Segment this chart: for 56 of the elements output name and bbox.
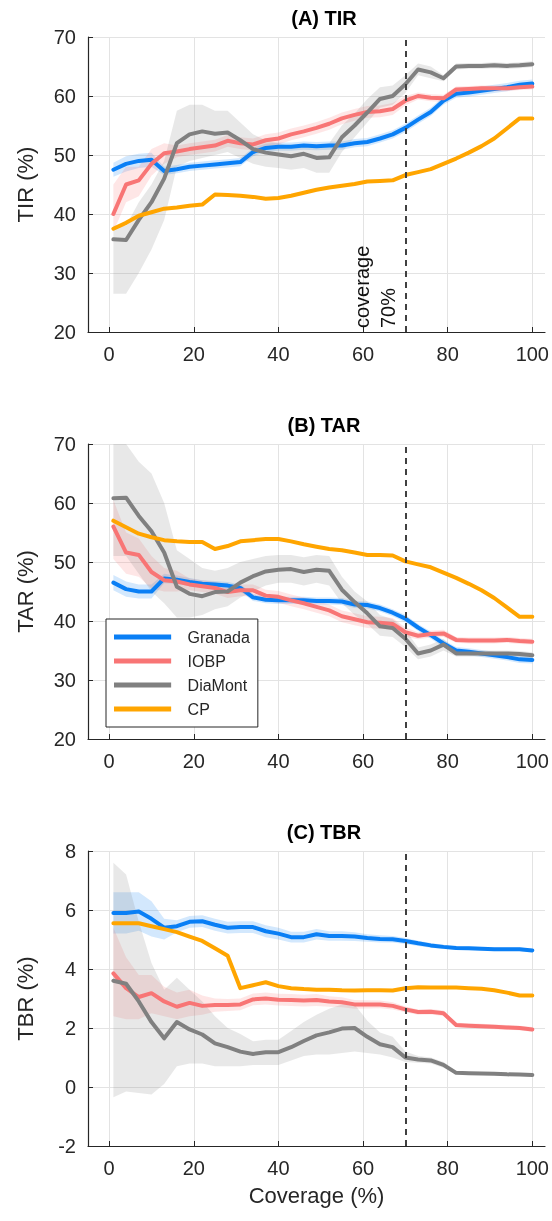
line-series bbox=[111, 971, 535, 1032]
y-tick-label: -2 bbox=[58, 1135, 76, 1157]
y-tick-label: 2 bbox=[64, 1017, 76, 1039]
x-tick-label: 20 bbox=[182, 1157, 205, 1179]
line-series bbox=[111, 909, 535, 953]
y-tick-label: 50 bbox=[53, 144, 76, 166]
x-tick-label: 40 bbox=[267, 1157, 290, 1179]
chart-title: (A) TIR bbox=[291, 7, 358, 29]
line-series bbox=[111, 62, 535, 242]
y-axis-title: TBR (%) bbox=[12, 956, 38, 1041]
x-tick-label: 80 bbox=[436, 1157, 459, 1179]
y-tick-label: 40 bbox=[53, 203, 76, 225]
line-series bbox=[111, 978, 535, 1077]
y-tick-label: 30 bbox=[53, 262, 76, 284]
legend-label: DiaMont bbox=[187, 676, 248, 694]
x-tick-label: 100 bbox=[515, 343, 549, 365]
x-tick-label: 100 bbox=[515, 1157, 549, 1179]
x-tick-label: 40 bbox=[267, 750, 290, 772]
x-tick-label: 80 bbox=[436, 343, 459, 365]
x-tick-label: 0 bbox=[103, 750, 115, 772]
legend-label: CP bbox=[187, 700, 210, 718]
x-tick-label: 80 bbox=[436, 750, 459, 772]
x-tick-label: 20 bbox=[182, 343, 205, 365]
chart-title: (C) TBR bbox=[286, 821, 362, 843]
y-tick-label: 20 bbox=[53, 321, 76, 343]
x-axis-title: Coverage (%) bbox=[248, 1182, 385, 1208]
y-tick-label: 6 bbox=[64, 899, 76, 921]
legend-label: Granada bbox=[187, 628, 250, 646]
legend-label: IOBP bbox=[187, 652, 226, 670]
y-tick-label: 20 bbox=[53, 728, 76, 750]
y-tick-label: 40 bbox=[53, 610, 76, 632]
x-tick-label: 100 bbox=[515, 750, 549, 772]
x-tick-label: 0 bbox=[103, 343, 115, 365]
y-tick-label: 30 bbox=[53, 669, 76, 691]
y-tick-label: 70 bbox=[53, 433, 76, 455]
x-tick-label: 60 bbox=[351, 750, 375, 772]
y-tick-label: 50 bbox=[53, 551, 76, 573]
y-tick-label: 60 bbox=[53, 85, 76, 107]
y-tick-label: 70 bbox=[53, 26, 76, 48]
y-axis-title: TIR (%) bbox=[12, 146, 38, 223]
y-tick-label: 8 bbox=[64, 840, 76, 862]
line-series bbox=[111, 921, 535, 998]
line-series bbox=[111, 116, 535, 231]
chart-title: (B) TAR bbox=[287, 414, 362, 436]
x-tick-label: 0 bbox=[103, 1157, 115, 1179]
ref-line-label: coverage 70% bbox=[351, 240, 400, 328]
x-tick-label: 60 bbox=[351, 1157, 375, 1179]
y-tick-label: 0 bbox=[64, 1076, 76, 1098]
y-tick-label: 60 bbox=[53, 492, 76, 514]
x-tick-label: 60 bbox=[351, 343, 375, 365]
line-series bbox=[111, 524, 535, 644]
y-tick-label: 4 bbox=[64, 958, 76, 980]
y-axis-title: TAR (%) bbox=[12, 550, 38, 633]
x-tick-label: 20 bbox=[182, 750, 205, 772]
line-series bbox=[111, 518, 535, 619]
x-tick-label: 40 bbox=[267, 343, 290, 365]
